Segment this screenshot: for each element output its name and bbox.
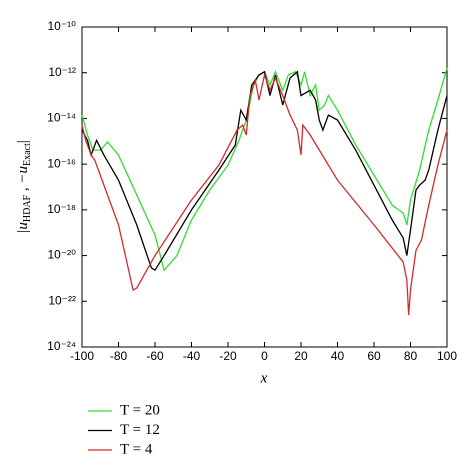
x-tick-label: -100: [70, 349, 94, 363]
x-tick-label: -60: [146, 349, 164, 363]
x-tick-label: -20: [219, 349, 237, 363]
x-tick-label: 20: [294, 349, 308, 363]
series-line: [81, 72, 448, 316]
y-label-sub: HDAF: [22, 194, 33, 222]
legend-label: T = 4: [120, 441, 153, 457]
x-axis-label: x: [260, 370, 268, 386]
y-tick-label: 10⁻²⁴: [47, 339, 76, 353]
y-label-part: |u: [15, 222, 31, 234]
y-tick-label: 10⁻²²: [48, 293, 76, 307]
x-tick-label: 40: [331, 349, 345, 363]
x-tick-label: -80: [110, 349, 128, 363]
legend-label: T = 20: [120, 402, 160, 418]
x-tick-label: -40: [183, 349, 201, 363]
x-tick-label: 80: [404, 349, 418, 363]
x-tick-label: 0: [261, 349, 268, 363]
x-tick-label: 100: [437, 349, 457, 363]
x-tick-label: 60: [367, 349, 381, 363]
y-label-part: |: [15, 140, 31, 143]
y-label-sub: Exact: [22, 143, 33, 166]
y-tick-label: 10⁻¹⁶: [47, 156, 76, 170]
legend-label: T = 12: [120, 422, 160, 438]
y-tick-label: 10⁻¹⁰: [48, 19, 77, 33]
y-tick-label: 10⁻¹⁸: [47, 202, 76, 216]
series-line: [81, 70, 448, 272]
y-tick-label: 10⁻²⁰: [48, 248, 77, 262]
y-axis-label: |uHDAF , −uExact|: [15, 140, 33, 234]
y-label-part: , −u: [15, 166, 31, 195]
series-line: [81, 67, 448, 272]
y-tick-label: 10⁻¹⁴: [47, 111, 76, 125]
y-tick-label: 10⁻¹²: [48, 65, 76, 79]
